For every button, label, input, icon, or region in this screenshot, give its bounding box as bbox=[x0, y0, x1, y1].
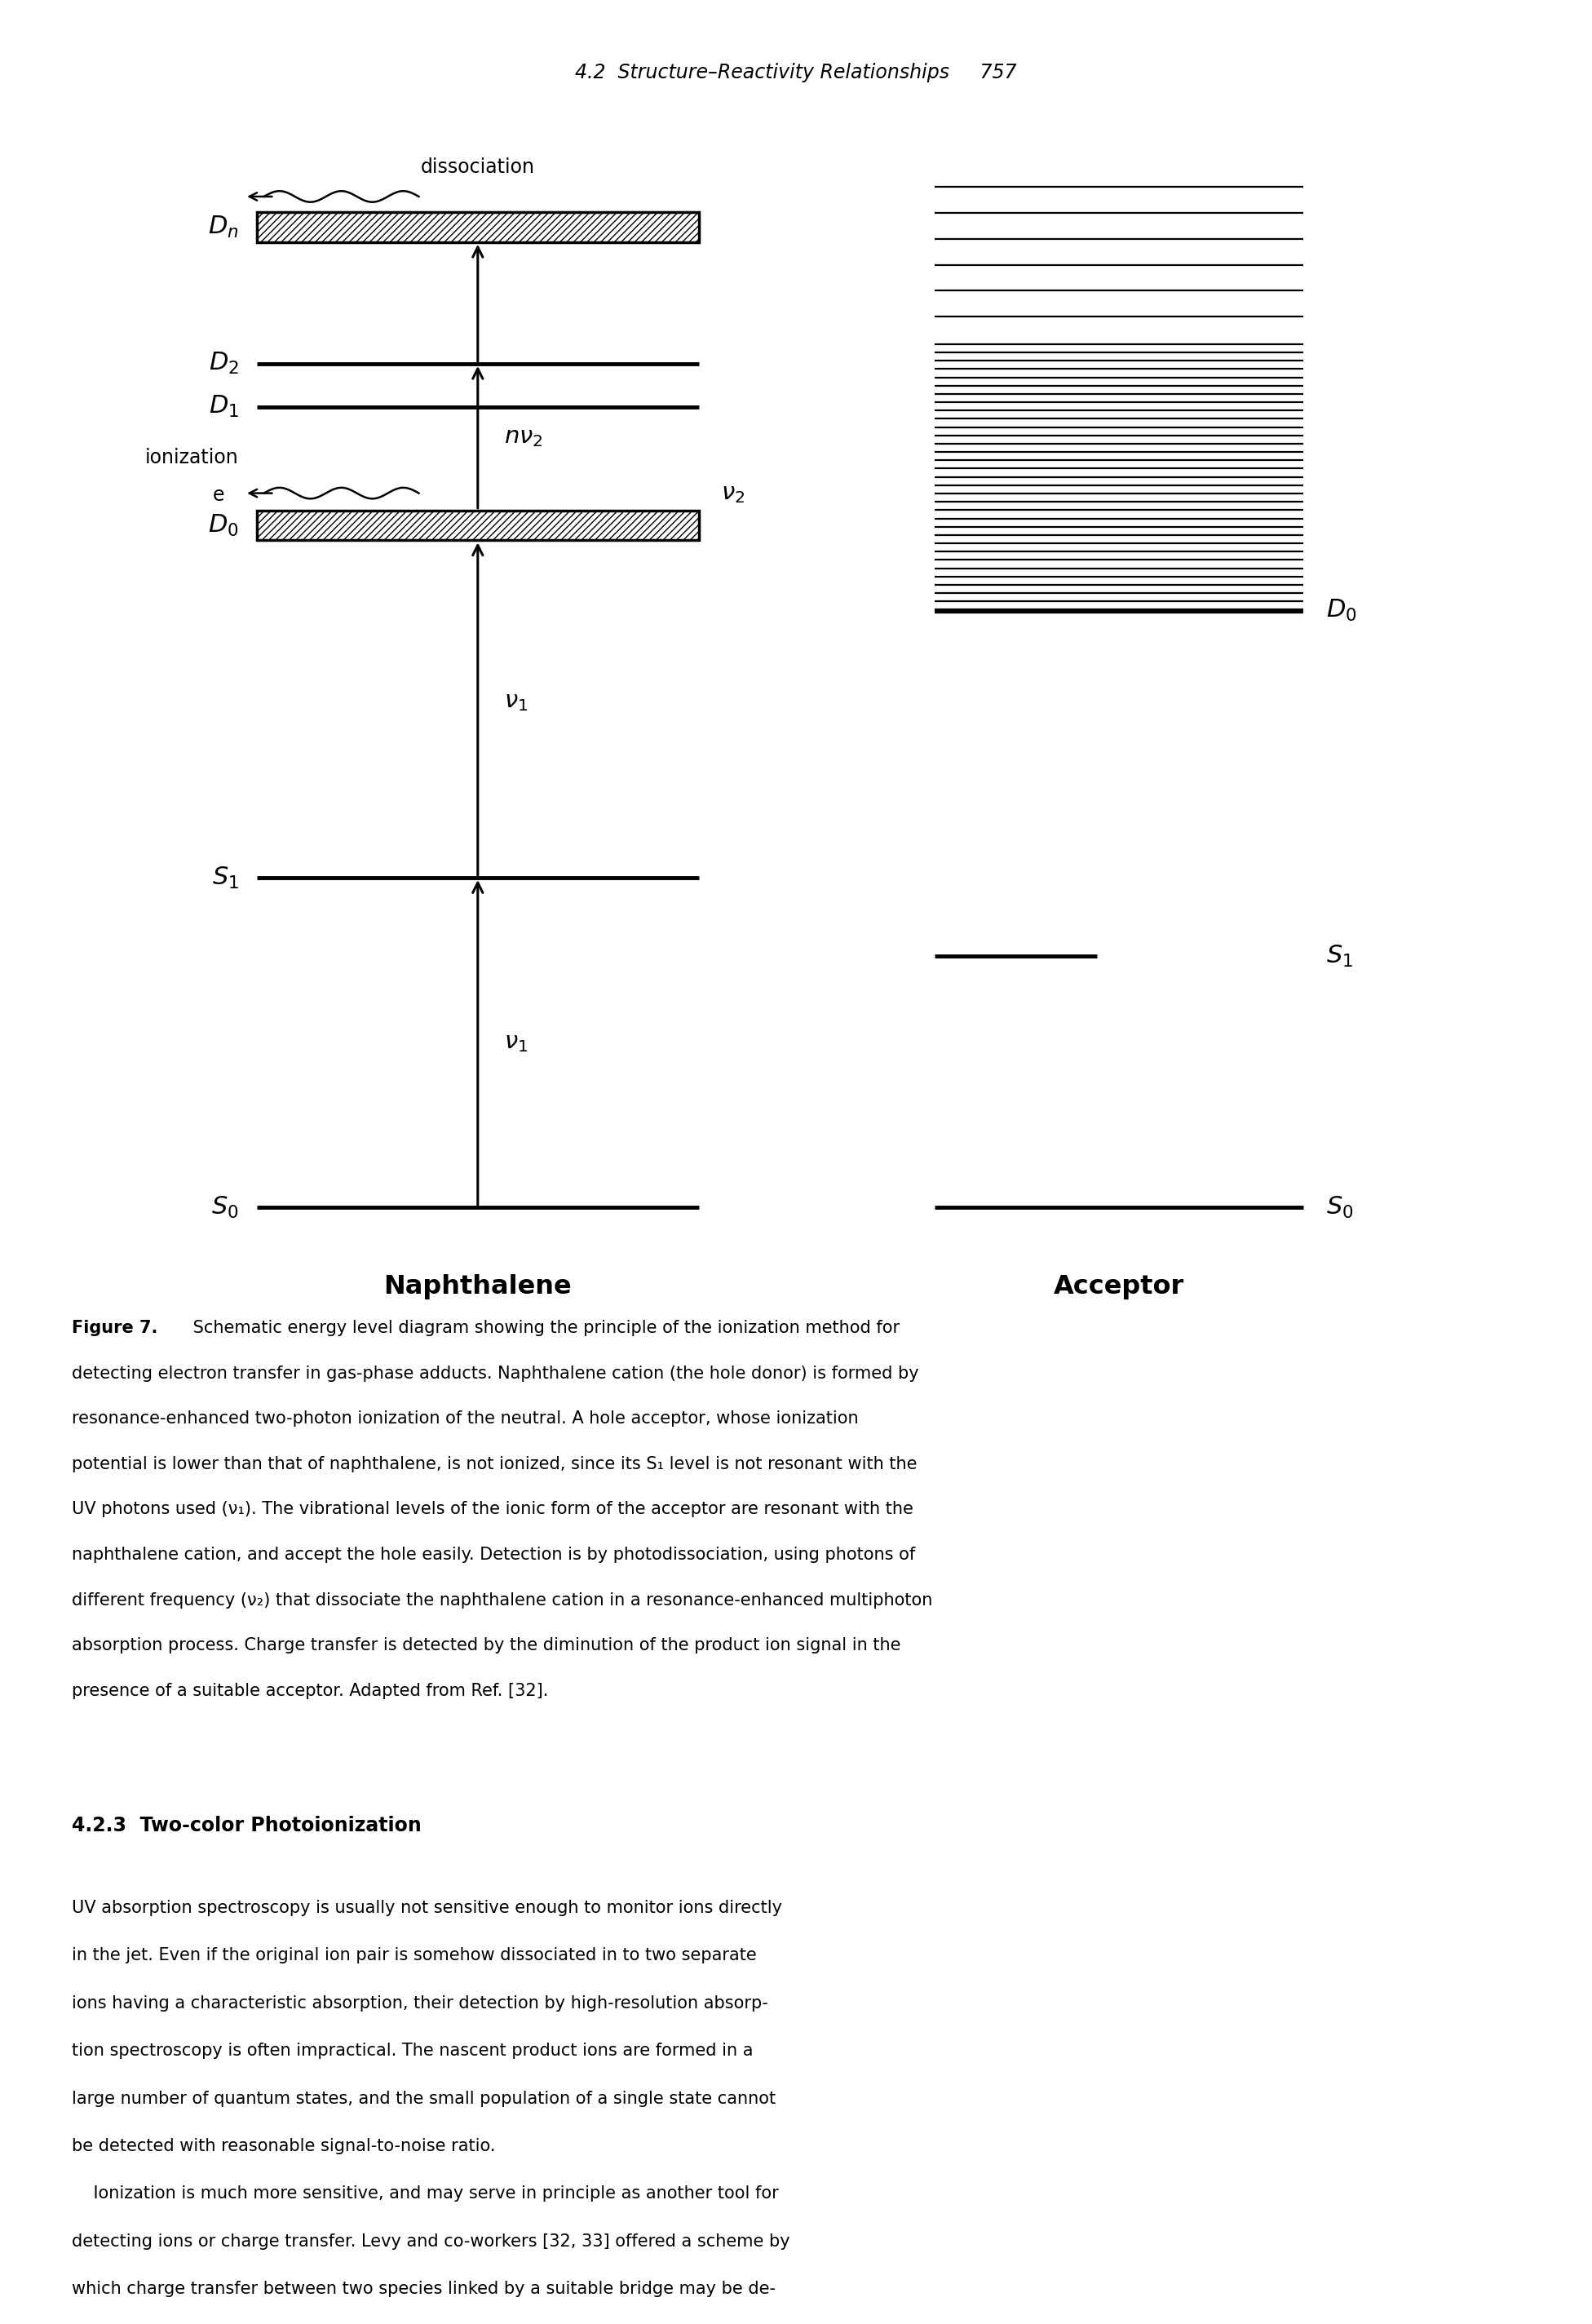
Text: $S_0$: $S_0$ bbox=[212, 1195, 239, 1220]
Text: naphthalene cation, and accept the hole easily. Detection is by photodissociatio: naphthalene cation, and accept the hole … bbox=[72, 1548, 915, 1564]
Text: e: e bbox=[212, 486, 224, 504]
Text: UV absorption spectroscopy is usually not sensitive enough to monitor ions direc: UV absorption spectroscopy is usually no… bbox=[72, 1901, 782, 1917]
Text: $\nu_1$: $\nu_1$ bbox=[505, 1032, 529, 1053]
Text: Naphthalene: Naphthalene bbox=[384, 1274, 572, 1299]
Text: different frequency (ν₂) that dissociate the naphthalene cation in a resonance-e: different frequency (ν₂) that dissociate… bbox=[72, 1592, 933, 1608]
Bar bbox=[256, 211, 699, 242]
Text: $n\nu_2$: $n\nu_2$ bbox=[505, 425, 543, 449]
Bar bbox=[256, 511, 699, 539]
Text: ionization: ionization bbox=[145, 449, 239, 467]
Text: $D_n$: $D_n$ bbox=[209, 214, 239, 239]
Text: which charge transfer between two species linked by a suitable bridge may be de-: which charge transfer between two specie… bbox=[72, 2282, 775, 2298]
Text: $D_2$: $D_2$ bbox=[209, 351, 239, 376]
Text: detecting ions or charge transfer. Levy and co-workers [32, 33] offered a scheme: detecting ions or charge transfer. Levy … bbox=[72, 2233, 790, 2250]
Text: Acceptor: Acceptor bbox=[1054, 1274, 1184, 1299]
Text: be detected with reasonable signal-to-noise ratio.: be detected with reasonable signal-to-no… bbox=[72, 2138, 495, 2154]
Text: $D_0$: $D_0$ bbox=[1326, 597, 1356, 623]
Text: $S_1$: $S_1$ bbox=[1326, 944, 1353, 969]
Text: detecting electron transfer in gas-phase adducts. Naphthalene cation (the hole d: detecting electron transfer in gas-phase… bbox=[72, 1367, 919, 1383]
Text: $D_1$: $D_1$ bbox=[209, 395, 239, 421]
Text: $\nu_2$: $\nu_2$ bbox=[721, 481, 745, 504]
Text: ions having a characteristic absorption, their detection by high-resolution abso: ions having a characteristic absorption,… bbox=[72, 1994, 767, 2013]
Text: dissociation: dissociation bbox=[420, 158, 535, 177]
Text: $S_1$: $S_1$ bbox=[212, 865, 239, 890]
Text: $D_0$: $D_0$ bbox=[209, 514, 239, 539]
Text: Ionization is much more sensitive, and may serve in principle as another tool fo: Ionization is much more sensitive, and m… bbox=[72, 2185, 778, 2203]
Text: 4.2  Structure–Reactivity Relationships     757: 4.2 Structure–Reactivity Relationships 7… bbox=[575, 63, 1017, 81]
Text: 4.2.3  Two-color Photoionization: 4.2.3 Two-color Photoionization bbox=[72, 1817, 422, 1836]
Text: presence of a suitable acceptor. Adapted from Ref. [32].: presence of a suitable acceptor. Adapted… bbox=[72, 1683, 548, 1699]
Text: in the jet. Even if the original ion pair is somehow dissociated in to two separ: in the jet. Even if the original ion pai… bbox=[72, 1948, 756, 1964]
Text: tion spectroscopy is often impractical. The nascent product ions are formed in a: tion spectroscopy is often impractical. … bbox=[72, 2043, 753, 2059]
Text: large number of quantum states, and the small population of a single state canno: large number of quantum states, and the … bbox=[72, 2092, 775, 2108]
Text: Figure 7.: Figure 7. bbox=[72, 1320, 158, 1336]
Text: resonance-enhanced two-photon ionization of the neutral. A hole acceptor, whose : resonance-enhanced two-photon ionization… bbox=[72, 1411, 858, 1427]
Text: absorption process. Charge transfer is detected by the diminution of the product: absorption process. Charge transfer is d… bbox=[72, 1636, 901, 1655]
Text: potential is lower than that of naphthalene, is not ionized, since its S₁ level : potential is lower than that of naphthal… bbox=[72, 1455, 917, 1473]
Text: Schematic energy level diagram showing the principle of the ionization method fo: Schematic energy level diagram showing t… bbox=[188, 1320, 899, 1336]
Text: $S_0$: $S_0$ bbox=[1326, 1195, 1353, 1220]
Text: UV photons used (ν₁). The vibrational levels of the ionic form of the acceptor a: UV photons used (ν₁). The vibrational le… bbox=[72, 1501, 914, 1518]
Text: $\nu_1$: $\nu_1$ bbox=[505, 690, 529, 713]
